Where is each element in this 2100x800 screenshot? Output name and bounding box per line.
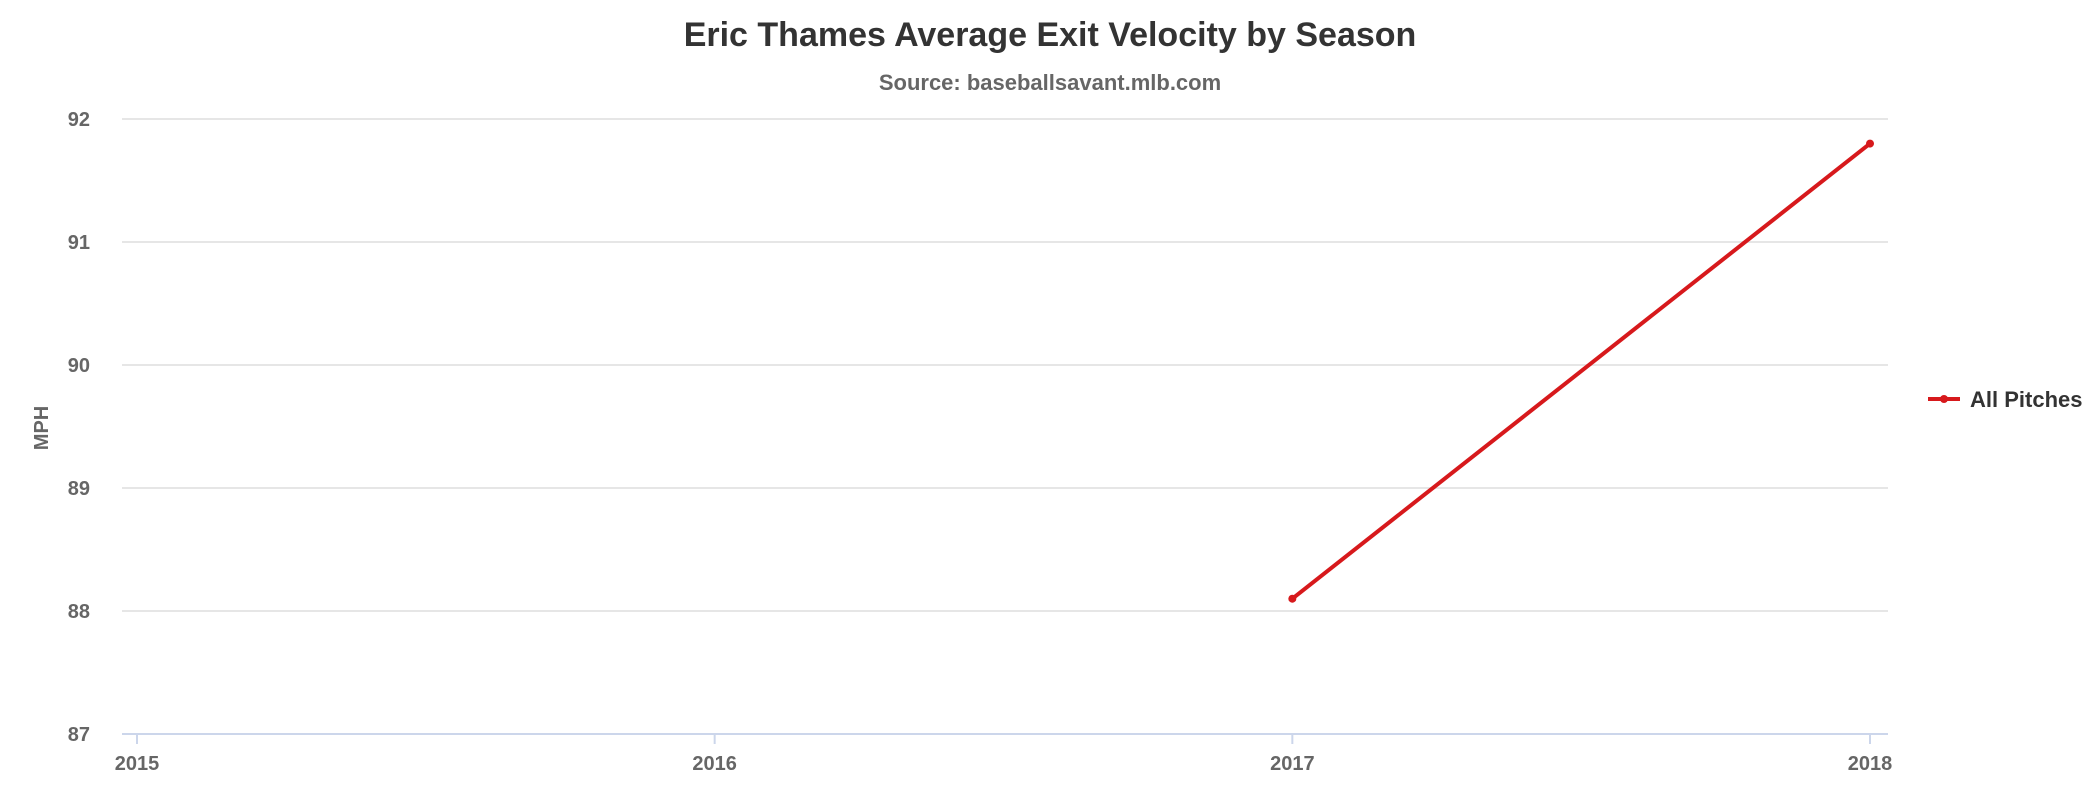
y-axis-tick-labels: 92 91 90 89 88 87 xyxy=(68,109,90,746)
y-tick-label: 91 xyxy=(68,232,90,254)
x-axis xyxy=(122,733,1888,744)
y-tick-label: 90 xyxy=(68,355,90,377)
x-axis-tick-labels: 2015 2016 2017 2018 xyxy=(115,753,1893,775)
x-tick-label: 2016 xyxy=(692,753,737,775)
legend[interactable]: All Pitches xyxy=(1928,387,2082,412)
legend-marker-all-pitches xyxy=(1940,395,1948,403)
y-tick-label: 89 xyxy=(68,478,90,500)
y-axis-title: MPH xyxy=(31,406,53,450)
data-point-0-0[interactable] xyxy=(1288,594,1297,603)
chart-title: Eric Thames Average Exit Velocity by Sea… xyxy=(684,16,1417,54)
x-tick-label: 2015 xyxy=(115,753,160,775)
gridlines xyxy=(122,118,1888,612)
legend-label-all-pitches: All Pitches xyxy=(1970,387,2082,412)
x-tick-label: 2018 xyxy=(1848,753,1893,775)
series-line-0 xyxy=(1290,141,1872,601)
y-tick-label: 88 xyxy=(68,601,90,623)
x-tick-label: 2017 xyxy=(1270,753,1315,775)
data-point-0-1[interactable] xyxy=(1866,139,1874,148)
chart-subtitle: Source: baseballsavant.mlb.com xyxy=(879,70,1221,95)
y-tick-label: 87 xyxy=(68,724,90,746)
series-layer xyxy=(1288,139,1874,603)
y-tick-label: 92 xyxy=(68,109,90,131)
